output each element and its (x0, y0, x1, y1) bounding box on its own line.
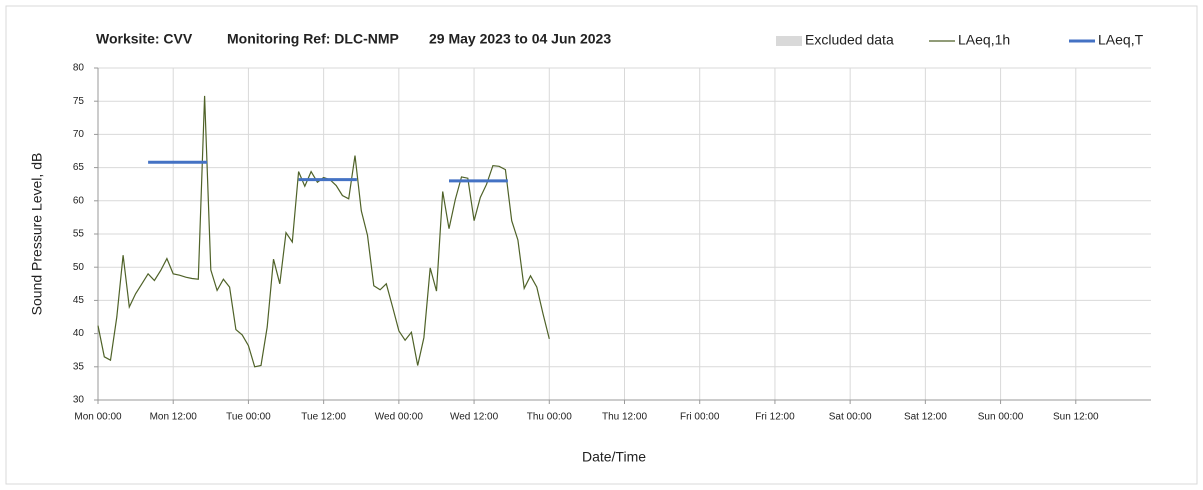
x-tick-label: Sun 12:00 (1053, 412, 1099, 423)
x-tick-label: Mon 00:00 (74, 412, 122, 423)
x-tick-label: Sat 12:00 (904, 412, 947, 423)
x-tick-label: Wed 00:00 (375, 412, 424, 423)
y-tick-label: 55 (73, 229, 85, 240)
legend-label: LAeq,T (1098, 32, 1144, 48)
x-tick-label: Thu 00:00 (527, 412, 572, 423)
x-axis-label: Date/Time (582, 449, 646, 465)
y-tick-label: 45 (73, 295, 85, 306)
x-tick-label: Fri 12:00 (755, 412, 795, 423)
y-tick-label: 35 (73, 361, 85, 372)
y-tick-label: 70 (73, 129, 85, 140)
x-tick-label: Sat 00:00 (829, 412, 872, 423)
x-tick-label: Sun 00:00 (978, 412, 1024, 423)
series-line (97, 95, 550, 368)
series-line (148, 160, 508, 183)
x-tick-label: Thu 12:00 (602, 412, 647, 423)
x-tick-label: Tue 00:00 (226, 412, 271, 423)
x-tick-label: Tue 12:00 (301, 412, 346, 423)
x-tick-label: Mon 12:00 (150, 412, 198, 423)
y-tick-label: 50 (73, 262, 85, 273)
x-tick-label: Fri 00:00 (680, 412, 720, 423)
x-tick-label: Wed 12:00 (450, 412, 499, 423)
y-tick-label: 75 (73, 96, 85, 107)
legend-swatch (776, 36, 802, 46)
chart-title: 29 May 2023 to 04 Jun 2023 (429, 31, 611, 47)
chart-title: Worksite: CVV (96, 31, 193, 47)
chart-border (5, 5, 1198, 485)
y-tick-label: 65 (73, 162, 85, 173)
chart-title: Monitoring Ref: DLC-NMP (227, 31, 399, 47)
y-axis-label: Sound Pressure Level, dB (29, 153, 45, 316)
legend-label: LAeq,1h (958, 32, 1010, 48)
legend-label: Excluded data (805, 32, 894, 48)
y-tick-label: 60 (73, 195, 85, 206)
y-tick-label: 80 (73, 63, 85, 74)
y-tick-label: 30 (73, 395, 85, 406)
y-tick-label: 40 (73, 328, 85, 339)
